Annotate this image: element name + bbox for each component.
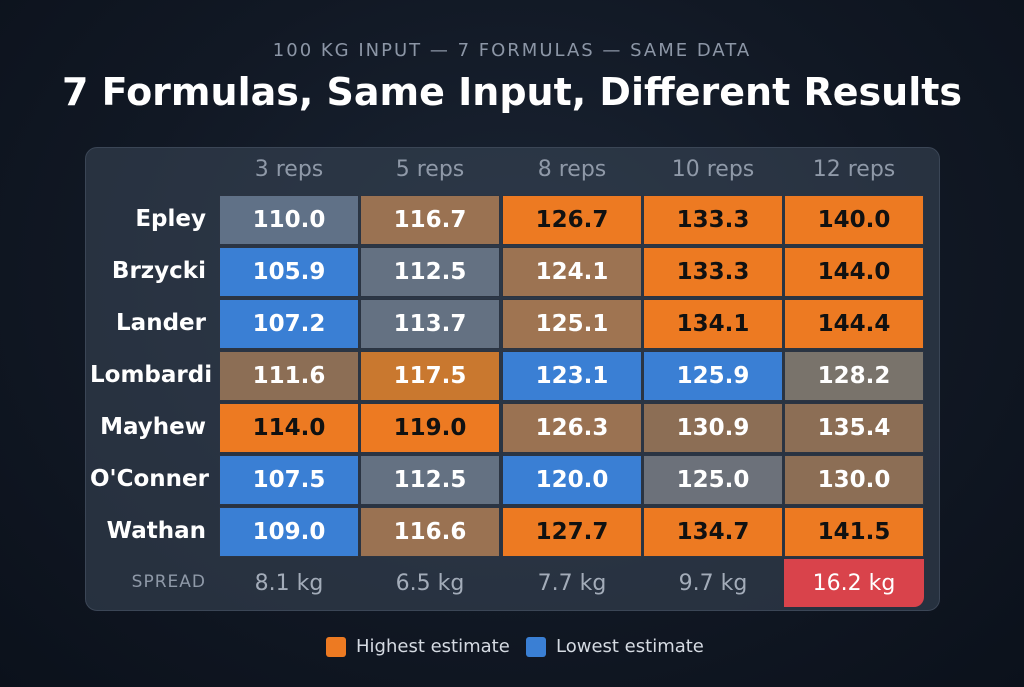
- heatmap-cell: 113.7: [360, 299, 500, 349]
- legend-item-lowest: Lowest estimate: [526, 636, 704, 657]
- spread-value: 7.7 kg: [537, 570, 607, 596]
- row-header: Wathan: [106, 518, 206, 544]
- heatmap-cell: 111.6: [219, 351, 359, 401]
- heatmap-cell: 112.5: [360, 455, 500, 505]
- heatmap-cell: 116.7: [360, 195, 500, 245]
- heatmap-cell: 119.0: [360, 403, 500, 453]
- heatmap-cell: 128.2: [784, 351, 924, 401]
- heatmap-cell: 107.5: [219, 455, 359, 505]
- heatmap-cell: 125.1: [502, 299, 642, 349]
- row-header: O'Conner: [90, 466, 209, 492]
- heatmap-cell: 125.0: [643, 455, 783, 505]
- heatmap-cell: 133.3: [643, 195, 783, 245]
- heatmap-cell: 130.0: [784, 455, 924, 505]
- heatmap-cell: 114.0: [219, 403, 359, 453]
- heatmap-cell: 117.5: [360, 351, 500, 401]
- column-header: 8 reps: [537, 157, 607, 182]
- column-header: 3 reps: [254, 157, 324, 182]
- spread-value: 8.1 kg: [254, 570, 324, 596]
- heatmap-cell: 130.9: [643, 403, 783, 453]
- heatmap-cell: 140.0: [784, 195, 924, 245]
- heatmap-cell: 141.5: [784, 507, 924, 557]
- heatmap-cell: 125.9: [643, 351, 783, 401]
- column-header: 5 reps: [395, 157, 465, 182]
- heatmap-cell: 124.1: [502, 247, 642, 297]
- chart-subtitle: 100 KG INPUT — 7 FORMULAS — SAME DATA: [272, 40, 752, 61]
- heatmap-cell: 109.0: [219, 507, 359, 557]
- spread-value: 6.5 kg: [395, 570, 465, 596]
- chart-title: 7 Formulas, Same Input, Different Result…: [61, 70, 962, 114]
- spread-value: 16.2 kg: [784, 559, 924, 607]
- column-header: 12 reps: [812, 157, 896, 182]
- heatmap-cell: 123.1: [502, 351, 642, 401]
- heatmap-cell: 135.4: [784, 403, 924, 453]
- row-header: Epley: [135, 206, 206, 232]
- row-header: Lombardi: [90, 362, 213, 388]
- lowest-swatch: [526, 636, 546, 657]
- heatmap-cell: 134.7: [643, 507, 783, 557]
- heatmap-cell: 127.7: [502, 507, 642, 557]
- row-header: Brzycki: [111, 258, 206, 284]
- heatmap-cell: 126.3: [502, 403, 642, 453]
- heatmap-cell: 110.0: [219, 195, 359, 245]
- heatmap-cell: 116.6: [360, 507, 500, 557]
- heatmap-cell: 133.3: [643, 247, 783, 297]
- spread-value: 9.7 kg: [678, 570, 748, 596]
- heatmap-cell: 144.0: [784, 247, 924, 297]
- heatmap-cell: 126.7: [502, 195, 642, 245]
- heatmap-cell: 112.5: [360, 247, 500, 297]
- column-header: 10 reps: [671, 157, 755, 182]
- row-header: Mayhew: [100, 414, 206, 440]
- heatmap-cell: 120.0: [502, 455, 642, 505]
- legend-label-highest: Highest estimate: [356, 636, 510, 657]
- legend-label-lowest: Lowest estimate: [556, 636, 704, 657]
- heatmap-cell: 105.9: [219, 247, 359, 297]
- highest-swatch: [326, 636, 346, 657]
- row-header: Lander: [116, 310, 206, 336]
- heatmap-cell: 144.4: [784, 299, 924, 349]
- legend-item-highest: Highest estimate: [326, 636, 510, 657]
- spread-label: SPREAD: [131, 572, 206, 592]
- heatmap-cell: 107.2: [219, 299, 359, 349]
- heatmap-cell: 134.1: [643, 299, 783, 349]
